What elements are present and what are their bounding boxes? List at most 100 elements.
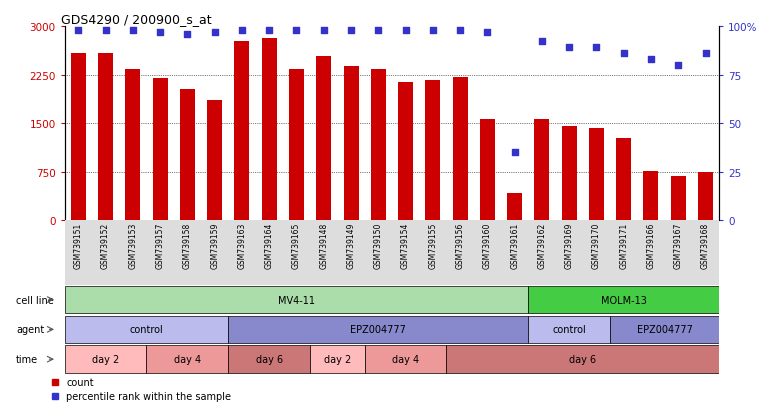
Text: day 2: day 2 — [323, 354, 351, 364]
Text: day 6: day 6 — [569, 354, 597, 364]
Bar — [644, 172, 658, 221]
Text: GSM739160: GSM739160 — [483, 222, 492, 268]
Bar — [207, 101, 222, 221]
Point — [645, 57, 657, 63]
Point — [563, 45, 575, 52]
Bar — [289, 70, 304, 221]
Text: GSM739168: GSM739168 — [701, 222, 710, 268]
Text: day 6: day 6 — [256, 354, 283, 364]
Bar — [507, 193, 522, 221]
Point — [291, 27, 303, 34]
Bar — [453, 78, 467, 221]
Bar — [371, 69, 386, 221]
Text: GSM739169: GSM739169 — [565, 222, 574, 268]
Bar — [589, 128, 604, 221]
Bar — [425, 81, 441, 221]
Text: GSM739170: GSM739170 — [592, 222, 601, 268]
Bar — [317, 57, 331, 221]
Text: GSM739161: GSM739161 — [510, 222, 519, 268]
Text: GSM739171: GSM739171 — [619, 222, 628, 268]
Point — [154, 29, 166, 36]
Bar — [447, 346, 719, 373]
Point — [263, 27, 275, 34]
Text: percentile rank within the sample: percentile rank within the sample — [66, 391, 231, 401]
Text: day 4: day 4 — [174, 354, 201, 364]
Text: control: control — [129, 325, 164, 335]
Text: control: control — [552, 325, 586, 335]
Point — [209, 29, 221, 36]
Text: GDS4290 / 200900_s_at: GDS4290 / 200900_s_at — [62, 13, 212, 26]
Bar — [65, 316, 228, 343]
Bar — [153, 78, 167, 221]
Text: GSM739148: GSM739148 — [320, 222, 328, 268]
Text: GSM739158: GSM739158 — [183, 222, 192, 268]
Text: MV4-11: MV4-11 — [278, 295, 315, 305]
Point — [672, 62, 684, 69]
Bar — [398, 83, 413, 221]
Text: GSM739167: GSM739167 — [673, 222, 683, 268]
Bar — [180, 90, 195, 221]
Point — [400, 27, 412, 34]
Point — [508, 150, 521, 156]
Text: GSM739152: GSM739152 — [101, 222, 110, 268]
Point — [127, 27, 139, 34]
Bar — [310, 346, 365, 373]
Bar — [262, 38, 277, 221]
Bar — [234, 43, 250, 221]
Text: GSM739163: GSM739163 — [237, 222, 247, 268]
Bar — [610, 316, 719, 343]
Point — [536, 39, 548, 46]
Point — [72, 27, 84, 34]
Bar — [98, 54, 113, 221]
Bar — [228, 346, 310, 373]
Point — [591, 45, 603, 52]
Text: EPZ004777: EPZ004777 — [637, 325, 693, 335]
Bar — [71, 54, 86, 221]
Bar — [126, 69, 140, 221]
Text: GSM739156: GSM739156 — [456, 222, 464, 268]
Bar — [228, 316, 528, 343]
Bar — [480, 120, 495, 221]
Bar — [534, 119, 549, 221]
Text: cell line: cell line — [16, 295, 54, 305]
Bar — [146, 346, 228, 373]
Text: count: count — [66, 377, 94, 387]
Bar — [616, 139, 631, 221]
Text: GSM739149: GSM739149 — [346, 222, 355, 268]
Text: GSM739159: GSM739159 — [210, 222, 219, 268]
Bar — [343, 67, 358, 221]
Bar — [698, 172, 713, 221]
Text: day 2: day 2 — [92, 354, 119, 364]
Bar — [562, 126, 577, 221]
Bar — [65, 286, 528, 313]
Point — [236, 27, 248, 34]
Text: agent: agent — [16, 325, 44, 335]
Point — [481, 29, 493, 36]
Bar — [65, 221, 719, 285]
Point — [372, 27, 384, 34]
Point — [454, 27, 466, 34]
Text: EPZ004777: EPZ004777 — [350, 325, 406, 335]
Point — [618, 51, 630, 57]
Bar — [365, 346, 447, 373]
Text: time: time — [16, 354, 38, 364]
Text: day 4: day 4 — [392, 354, 419, 364]
Text: GSM739151: GSM739151 — [74, 222, 83, 268]
Bar — [528, 316, 610, 343]
Text: GSM739150: GSM739150 — [374, 222, 383, 268]
Text: GSM739153: GSM739153 — [129, 222, 137, 268]
Text: GSM739155: GSM739155 — [428, 222, 438, 268]
Bar — [528, 286, 719, 313]
Point — [345, 27, 357, 34]
Point — [181, 31, 193, 38]
Point — [427, 27, 439, 34]
Text: GSM739165: GSM739165 — [292, 222, 301, 268]
Text: GSM739154: GSM739154 — [401, 222, 410, 268]
Text: GSM739166: GSM739166 — [647, 222, 655, 268]
Text: GSM739162: GSM739162 — [537, 222, 546, 268]
Bar — [65, 346, 146, 373]
Text: GSM739157: GSM739157 — [156, 222, 164, 268]
Point — [100, 27, 112, 34]
Text: MOLM-13: MOLM-13 — [600, 295, 647, 305]
Point — [317, 27, 330, 34]
